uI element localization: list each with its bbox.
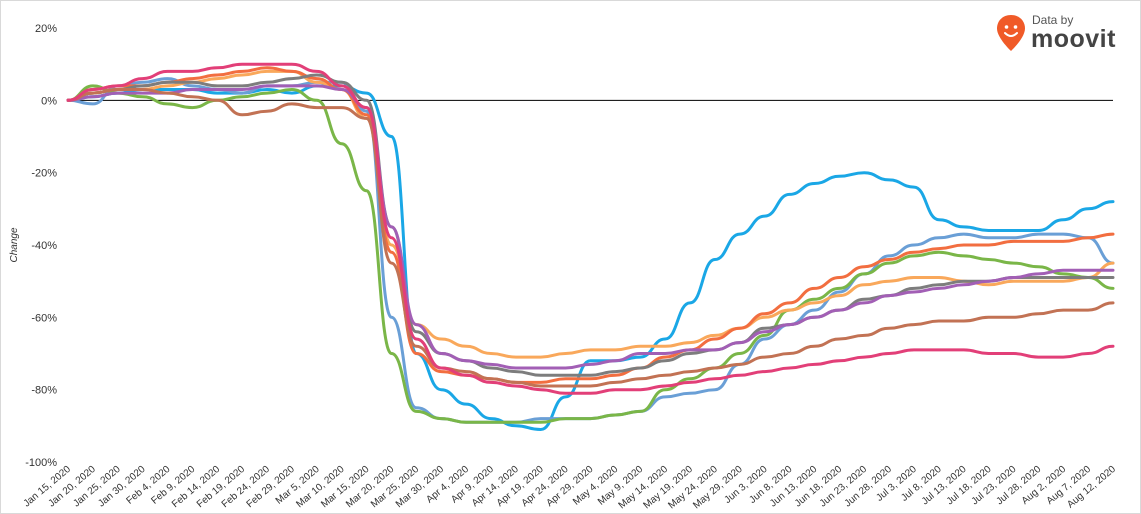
series-line-7 bbox=[66, 84, 1115, 370]
y-tick-label: -40% bbox=[31, 240, 57, 252]
brand-caption: Data by bbox=[1032, 13, 1074, 27]
series-layer bbox=[66, 62, 1115, 431]
y-tick-label: -80% bbox=[31, 385, 57, 397]
series-line-9 bbox=[66, 62, 1115, 395]
y-axis-label: Change bbox=[9, 227, 20, 262]
y-tick-label: 20% bbox=[35, 23, 57, 35]
y-tick-label: -100% bbox=[25, 457, 57, 469]
series-line-3 bbox=[66, 84, 1115, 424]
brand-name: moovit bbox=[1031, 25, 1116, 53]
map-pin-icon bbox=[997, 15, 1025, 51]
y-axis: 20% 0% -20% -40% -60% -80% -100% bbox=[25, 23, 57, 469]
series-line-4 bbox=[66, 69, 1115, 359]
series-line-6 bbox=[66, 73, 1115, 377]
series-line-8 bbox=[66, 88, 1115, 388]
y-tick-label: -20% bbox=[31, 168, 57, 180]
y-tick-label: -60% bbox=[31, 312, 57, 324]
moovit-logo: Data by moovit bbox=[996, 12, 1126, 56]
y-tick-label: 0% bbox=[41, 95, 57, 107]
series-line-2 bbox=[66, 77, 1115, 424]
series-line-5 bbox=[66, 66, 1115, 384]
